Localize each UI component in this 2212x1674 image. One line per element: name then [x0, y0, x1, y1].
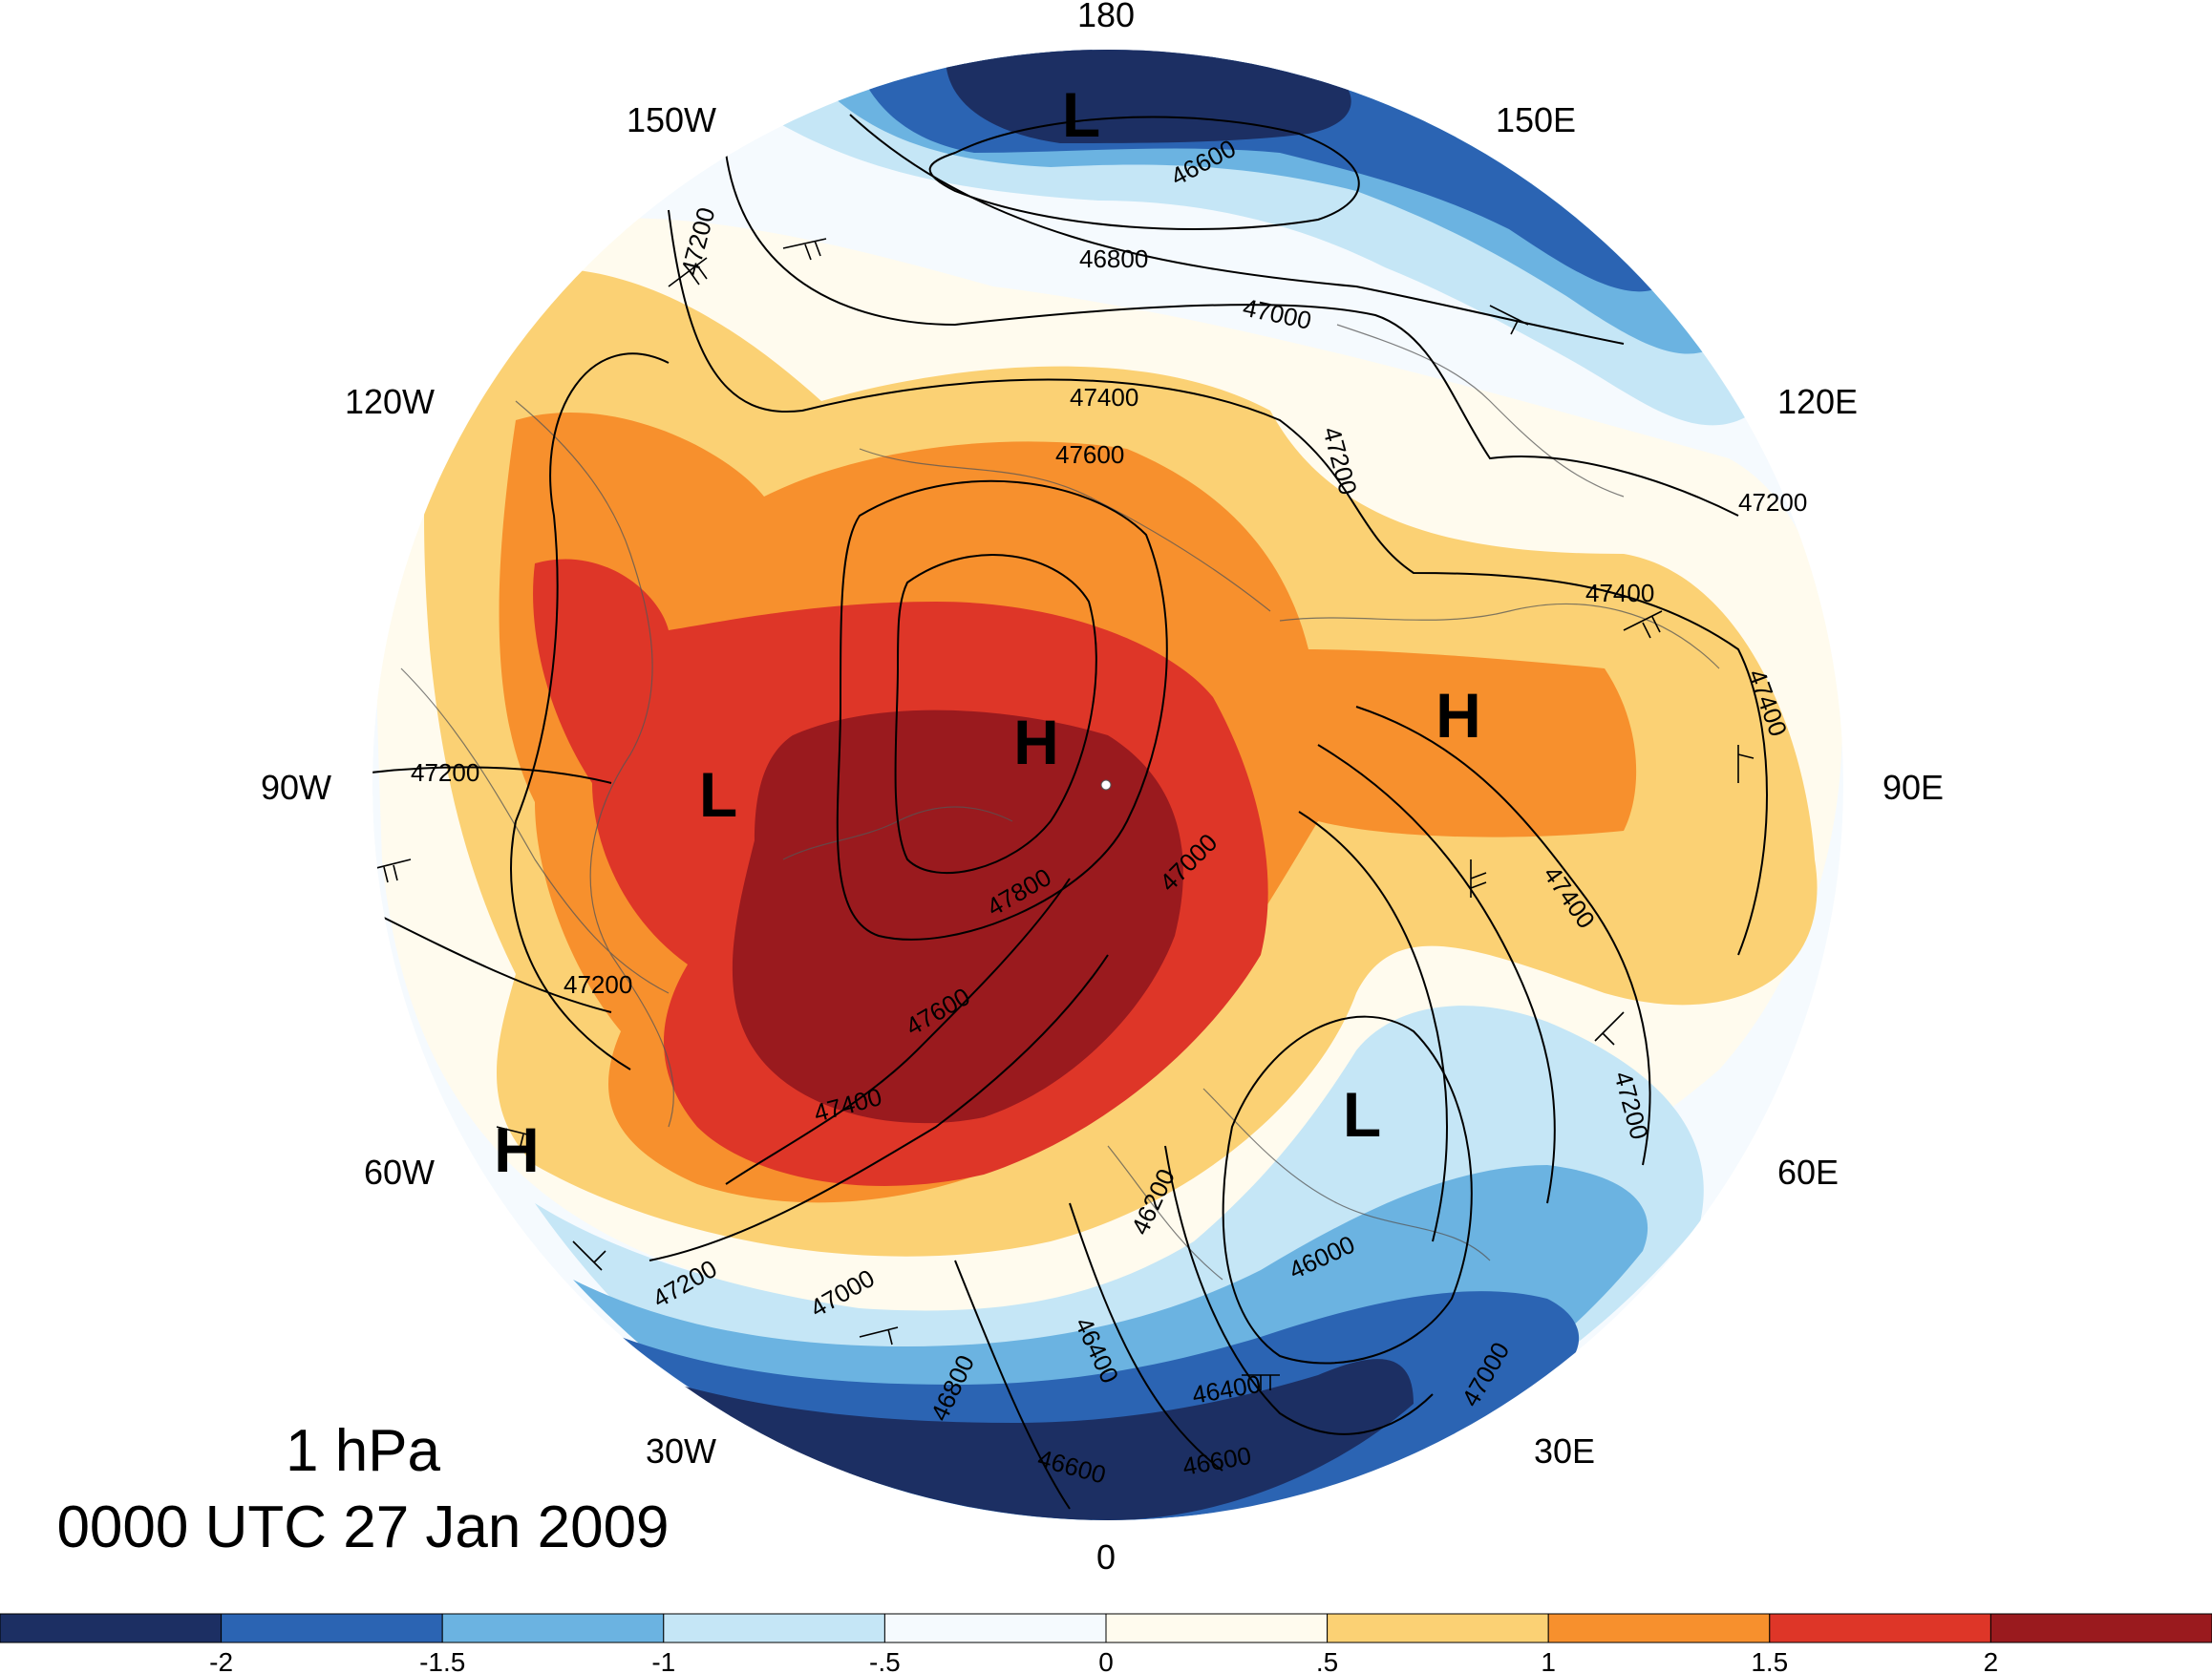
coastlines	[400, 324, 1720, 1281]
colorbar-swatch	[663, 1613, 885, 1643]
longitude-label: 60E	[1777, 1153, 1839, 1192]
negative-anomaly-pacific-20	[946, 50, 1351, 143]
colorbar-tick-label: -1	[651, 1647, 675, 1674]
longitude-label: 180	[1077, 0, 1135, 34]
longitude-label: 0	[1096, 1537, 1116, 1577]
colorbar-tick-label: -2	[209, 1647, 233, 1674]
plot-title: 1 hPa 0000 UTC 27 Jan 2009	[56, 1418, 669, 1560]
longitude-label: 150E	[1496, 100, 1576, 139]
colorbar-tick-label: 1.5	[1751, 1647, 1788, 1674]
high-pressure-marker: H	[1436, 680, 1481, 751]
wind-barbs	[372, 238, 1755, 1390]
colorbar-swatch	[441, 1613, 665, 1643]
longitude-label: 150W	[627, 100, 716, 139]
longitude-label: 90E	[1882, 768, 1944, 807]
pressure-centers: L H L H L H	[494, 79, 1481, 1185]
longitude-label: 30W	[646, 1431, 716, 1471]
colorbar-tick-label: 1	[1541, 1647, 1556, 1674]
colorbar-tick-label: 0	[1098, 1647, 1114, 1674]
anomaly-shading	[372, 50, 1843, 1520]
contour-label: 47600	[1055, 440, 1124, 469]
contour-label: 47400	[1070, 383, 1138, 412]
positive-anomaly-20	[732, 710, 1183, 1124]
colorbar-tick-label: .5	[1316, 1647, 1338, 1674]
contour-label: 47200	[1738, 488, 1807, 517]
contour-label: 46800	[1079, 244, 1148, 273]
date-time-label: 0000 UTC 27 Jan 2009	[56, 1494, 669, 1560]
longitude-label: 90W	[261, 768, 331, 807]
contour-label: 47200	[411, 758, 479, 787]
colorbar-swatch	[883, 1613, 1107, 1643]
longitude-label: 120W	[345, 382, 435, 421]
pressure-level-label: 1 hPa	[286, 1418, 441, 1484]
high-pressure-marker: H	[1013, 707, 1059, 777]
colorbar-swatch	[221, 1613, 443, 1643]
height-contours	[372, 114, 1768, 1510]
colorbar-swatch	[1989, 1613, 2212, 1643]
colorbar-swatch	[0, 1613, 223, 1643]
colorbar-tick-label: -.5	[869, 1647, 901, 1674]
colorbar-tick-label: 2	[1984, 1647, 1999, 1674]
longitude-label: 30E	[1534, 1431, 1595, 1471]
contour-label: 47400	[1585, 579, 1654, 607]
low-pressure-marker: L	[1062, 79, 1100, 150]
colorbar-swatch	[1327, 1613, 1549, 1643]
negative-anomaly-europe-20	[678, 1359, 1414, 1520]
contour-label: 47200	[564, 970, 632, 999]
longitude-labels: 180 150E 120E 90E 60E 30E 0 30W 60W 90W …	[261, 0, 1944, 1577]
low-pressure-marker: L	[1343, 1079, 1381, 1150]
colorbar: -2 -1.5 -1 -.5 0 .5 1 1.5 2	[0, 1613, 2212, 1674]
north-pole-marker	[1100, 779, 1112, 791]
colorbar-swatch	[1105, 1613, 1329, 1643]
high-pressure-marker: H	[494, 1114, 540, 1185]
longitude-label: 60W	[364, 1153, 435, 1192]
low-pressure-marker: L	[699, 759, 737, 830]
colorbar-swatch	[1769, 1613, 1991, 1643]
colorbar-swatch	[1547, 1613, 1771, 1643]
longitude-label: 120E	[1777, 382, 1858, 421]
colorbar-tick-label: -1.5	[419, 1647, 465, 1674]
